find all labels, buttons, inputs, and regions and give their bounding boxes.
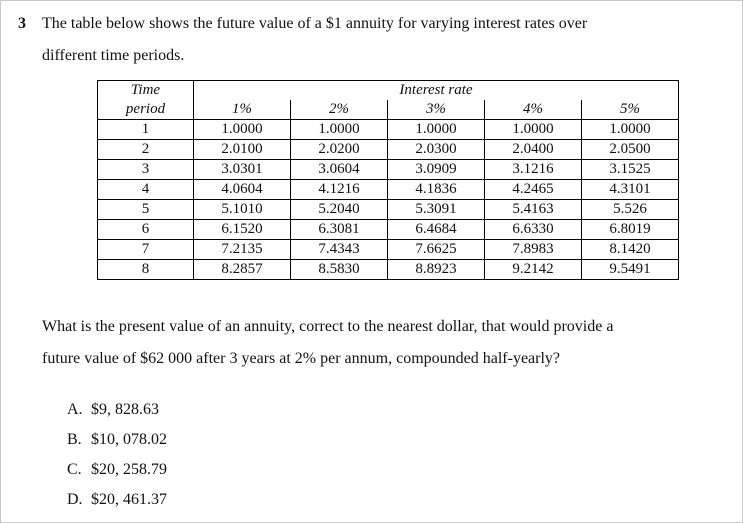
option-letter: A. <box>67 401 83 418</box>
value-cell: 1.0000 <box>387 119 485 140</box>
option-text: $10, 078.02 <box>91 431 167 448</box>
value-cell: 5.4163 <box>484 199 582 220</box>
value-cell: 3.0301 <box>193 159 291 180</box>
table-row: 7 7.2135 7.4343 7.6625 7.8983 8.1420 <box>97 239 679 260</box>
table-row: 1 1.0000 1.0000 1.0000 1.0000 1.0000 <box>97 119 679 140</box>
value-cell: 6.8019 <box>581 219 679 240</box>
answer-option-c[interactable]: C. $20, 258.79 <box>67 460 167 490</box>
value-cell: 1.0000 <box>581 119 679 140</box>
option-letter: D. <box>67 491 83 508</box>
option-text: $20, 461.37 <box>91 491 167 508</box>
period-cell: 7 <box>97 239 194 260</box>
value-cell: 4.2465 <box>484 179 582 200</box>
rate-header-4: 4% <box>484 100 582 120</box>
table-header-row-rates: period 1% 2% 3% 4% 5% <box>97 100 679 120</box>
table-row: 3 3.0301 3.0604 3.0909 3.1216 3.1525 <box>97 159 679 180</box>
option-letter: C. <box>67 461 82 478</box>
value-cell: 4.0604 <box>193 179 291 200</box>
period-cell: 3 <box>97 159 194 180</box>
value-cell: 2.0300 <box>387 139 485 160</box>
period-cell: 1 <box>97 119 194 140</box>
value-cell: 7.8983 <box>484 239 582 260</box>
value-cell: 9.2142 <box>484 259 582 280</box>
question-intro-line-2: different time periods. <box>42 47 185 64</box>
question-prompt-line-1: What is the present value of an annuity,… <box>42 318 614 335</box>
value-cell: 7.6625 <box>387 239 485 260</box>
value-cell: 5.526 <box>581 199 679 220</box>
rate-header-2: 2% <box>290 100 388 120</box>
period-cell: 2 <box>97 139 194 160</box>
value-cell: 2.0500 <box>581 139 679 160</box>
value-cell: 6.1520 <box>193 219 291 240</box>
option-text: $20, 258.79 <box>91 461 167 478</box>
table-header-row-top: Time Interest rate <box>97 80 679 100</box>
option-text: $9, 828.63 <box>91 401 159 418</box>
value-cell: 6.4684 <box>387 219 485 240</box>
rate-header-5: 5% <box>581 100 679 120</box>
period-cell: 6 <box>97 219 194 240</box>
answer-options: A. $9, 828.63 B. $10, 078.02 C. $20, 258.79 D.… <box>67 400 167 520</box>
value-cell: 3.0909 <box>387 159 485 180</box>
future-value-table: Time Interest rate period 1% 2% 3% 4% 5% 1 1.… <box>97 80 679 280</box>
table-row: 4 4.0604 4.1216 4.1836 4.2465 4.3101 <box>97 179 679 200</box>
value-cell: 4.1836 <box>387 179 485 200</box>
answer-option-b[interactable]: B. $10, 078.02 <box>67 430 167 460</box>
answer-option-a[interactable]: A. $9, 828.63 <box>67 400 167 430</box>
value-cell: 4.3101 <box>581 179 679 200</box>
period-cell: 8 <box>97 259 194 280</box>
answer-option-d[interactable]: D. $20, 461.37 <box>67 490 167 520</box>
value-cell: 9.5491 <box>581 259 679 280</box>
value-cell: 7.4343 <box>290 239 388 260</box>
time-label: Time <box>97 80 194 100</box>
question-intro-line-1: The table below shows the future value o… <box>42 15 588 32</box>
value-cell: 8.8923 <box>387 259 485 280</box>
value-cell: 5.2040 <box>290 199 388 220</box>
interest-rate-label: Interest rate <box>193 80 679 100</box>
value-cell: 5.3091 <box>387 199 485 220</box>
value-cell: 4.1216 <box>290 179 388 200</box>
value-cell: 8.5830 <box>290 259 388 280</box>
value-cell: 2.0100 <box>193 139 291 160</box>
question-prompt-line-2: future value of $62 000 after 3 years at… <box>42 350 561 367</box>
value-cell: 3.1525 <box>581 159 679 180</box>
table-row: 5 5.1010 5.2040 5.3091 5.4163 5.526 <box>97 199 679 220</box>
period-label: period <box>97 100 194 120</box>
table-row: 6 6.1520 6.3081 6.4684 6.6330 6.8019 <box>97 219 679 240</box>
value-cell: 8.2857 <box>193 259 291 280</box>
option-letter: B. <box>67 431 82 448</box>
table-row: 2 2.0100 2.0200 2.0300 2.0400 2.0500 <box>97 139 679 160</box>
period-cell: 5 <box>97 199 194 220</box>
value-cell: 1.0000 <box>290 119 388 140</box>
value-cell: 6.6330 <box>484 219 582 240</box>
value-cell: 2.0200 <box>290 139 388 160</box>
value-cell: 3.0604 <box>290 159 388 180</box>
value-cell: 8.1420 <box>581 239 679 260</box>
value-cell: 2.0400 <box>484 139 582 160</box>
value-cell: 7.2135 <box>193 239 291 260</box>
value-cell: 1.0000 <box>484 119 582 140</box>
value-cell: 1.0000 <box>193 119 291 140</box>
table-row: 8 8.2857 8.5830 8.8923 9.2142 9.5491 <box>97 259 679 280</box>
value-cell: 5.1010 <box>193 199 291 220</box>
period-cell: 4 <box>97 179 194 200</box>
rate-header-3: 3% <box>387 100 485 120</box>
value-cell: 6.3081 <box>290 219 388 240</box>
rate-header-1: 1% <box>193 100 291 120</box>
value-cell: 3.1216 <box>484 159 582 180</box>
question-number: 3 <box>18 15 26 32</box>
